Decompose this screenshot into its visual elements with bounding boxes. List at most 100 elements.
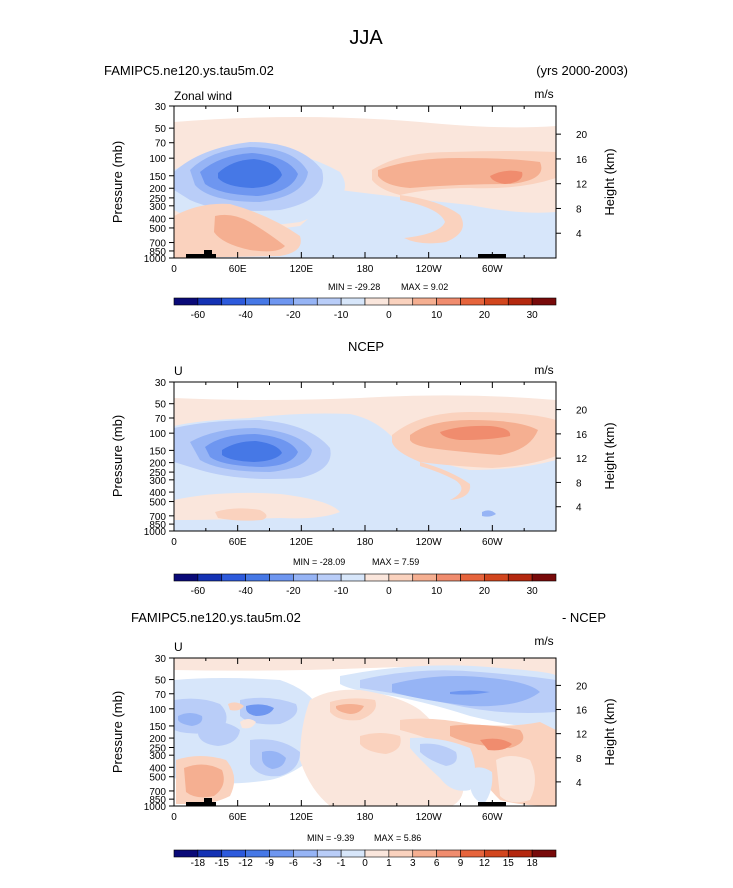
colorbar-swatch <box>507 849 533 858</box>
colorbar-swatch <box>340 849 366 858</box>
colorbar-swatch <box>221 573 246 582</box>
colorbar-swatch <box>388 573 414 582</box>
colorbar-swatch <box>269 573 294 582</box>
colorbar-label: -10 <box>334 310 349 321</box>
height-tick-label: 8 <box>576 204 582 215</box>
max-label: MAX = 9.02 <box>401 282 448 292</box>
colorbar-swatch <box>484 849 509 858</box>
colorbar-label: 20 <box>479 586 491 597</box>
y-tick-label: 250 <box>149 194 166 205</box>
min-label: MIN = -28.09 <box>293 557 345 567</box>
colorbar-label: -40 <box>238 310 253 321</box>
y-tick-label: 300 <box>149 476 166 487</box>
y2-axis-label: Height (km) <box>602 698 617 765</box>
height-tick-label: 4 <box>576 229 582 240</box>
y-tick-label: 1000 <box>144 254 167 265</box>
y-tick-label: 200 <box>149 184 166 195</box>
x-tick-label: 120E <box>290 812 314 823</box>
colorbar-swatch <box>484 573 509 582</box>
y-tick-label: 100 <box>149 429 166 440</box>
colorbar-swatch <box>293 297 318 306</box>
colorbar-label: -9 <box>265 858 274 869</box>
x-tick-label: 120E <box>290 264 314 275</box>
height-tick-label: 8 <box>576 478 582 489</box>
height-tick-label: 4 <box>576 778 582 789</box>
colorbar-swatch <box>531 297 557 306</box>
panel-units: m/s <box>534 87 553 101</box>
colorbar-swatch <box>269 297 294 306</box>
colorbar-label: -20 <box>286 310 301 321</box>
colorbar-label: 15 <box>503 858 515 869</box>
x-ticks: 0 60E 120E 180 120W 60W <box>171 106 525 275</box>
colorbar-swatch <box>173 297 199 306</box>
colorbar-label: -20 <box>286 586 301 597</box>
y-tick-label: 30 <box>155 378 167 389</box>
colorbar-swatch <box>436 573 461 582</box>
x-ticks: 0 60E 120E 180 120W 60W <box>171 658 525 823</box>
panel-subtitle: Zonal wind <box>174 89 232 103</box>
colorbar-swatch <box>388 849 414 858</box>
height-ticks: 20 16 12 8 4 <box>556 681 588 789</box>
colorbar-label: -3 <box>313 858 322 869</box>
y-tick-label: 850 <box>149 795 166 806</box>
y-tick-label: 300 <box>149 202 166 213</box>
y-tick-label: 400 <box>149 763 166 774</box>
y-tick-label: 100 <box>149 154 166 165</box>
colorbar-label: 30 <box>527 310 539 321</box>
colorbar-swatch <box>436 297 461 306</box>
height-tick-label: 20 <box>576 406 588 417</box>
x-tick-label: 120W <box>416 537 443 548</box>
y-tick-label: 700 <box>149 239 166 250</box>
topography <box>204 250 212 258</box>
x-tick-label: 60E <box>229 264 247 275</box>
colorbar-swatch <box>316 297 342 306</box>
y-tick-label: 250 <box>149 743 166 754</box>
contour-field <box>174 658 556 806</box>
topography <box>204 798 212 806</box>
colorbar-label: 0 <box>362 858 368 869</box>
panel-subtitle: U <box>174 640 183 654</box>
height-tick-label: 8 <box>576 754 582 765</box>
y-tick-label: 200 <box>149 734 166 745</box>
x-tick-label: 120W <box>416 812 443 823</box>
colorbar-swatch <box>460 297 485 306</box>
max-label: MAX = 5.86 <box>374 833 421 843</box>
colorbar-label: -60 <box>191 586 206 597</box>
page-title: JJA <box>349 27 383 49</box>
colorbar-label: 9 <box>458 858 464 869</box>
colorbar-label: -12 <box>238 858 253 869</box>
contour-field <box>174 382 556 531</box>
max-label: MAX = 7.59 <box>372 557 419 567</box>
colorbar-label: 10 <box>431 310 443 321</box>
panel-title-center: NCEP <box>348 339 384 354</box>
min-label: MIN = -9.39 <box>307 833 354 843</box>
panel-difference: FAMIPC5.ne120.ys.tau5m.02 - NCEP U m/s <box>110 610 617 869</box>
colorbar-swatch <box>507 297 533 306</box>
colorbar-swatch <box>412 297 437 306</box>
height-tick-label: 20 <box>576 130 588 141</box>
y-tick-label: 500 <box>149 224 166 235</box>
colorbar-swatch <box>412 573 437 582</box>
y-axis-label: Pressure (mb) <box>110 691 125 773</box>
x-tick-label: 180 <box>357 812 374 823</box>
colorbar-swatch <box>436 849 461 858</box>
colorbar-swatch <box>245 573 270 582</box>
height-tick-label: 4 <box>576 503 582 514</box>
colorbar-swatch <box>364 573 390 582</box>
colorbar-swatch <box>460 849 485 858</box>
x-tick-label: 60W <box>482 812 503 823</box>
x-ticks: 0 60E 120E 180 120W 60W <box>171 382 525 548</box>
y-tick-label: 850 <box>149 247 166 258</box>
panel-model: FAMIPC5.ne120.ys.tau5m.02 (yrs 2000-2003… <box>104 63 628 321</box>
colorbar-swatch <box>364 849 390 858</box>
colorbar-swatch <box>173 849 199 858</box>
colorbar-swatch <box>531 849 557 858</box>
y-tick-label: 30 <box>155 654 167 665</box>
height-tick-label: 16 <box>576 706 588 717</box>
colorbar-label: -6 <box>289 858 298 869</box>
colorbar-label: 30 <box>527 586 539 597</box>
colorbar-label: -1 <box>337 858 346 869</box>
y-axis-label: Pressure (mb) <box>110 415 125 497</box>
y-tick-label: 400 <box>149 488 166 499</box>
panel-units: m/s <box>534 363 553 377</box>
